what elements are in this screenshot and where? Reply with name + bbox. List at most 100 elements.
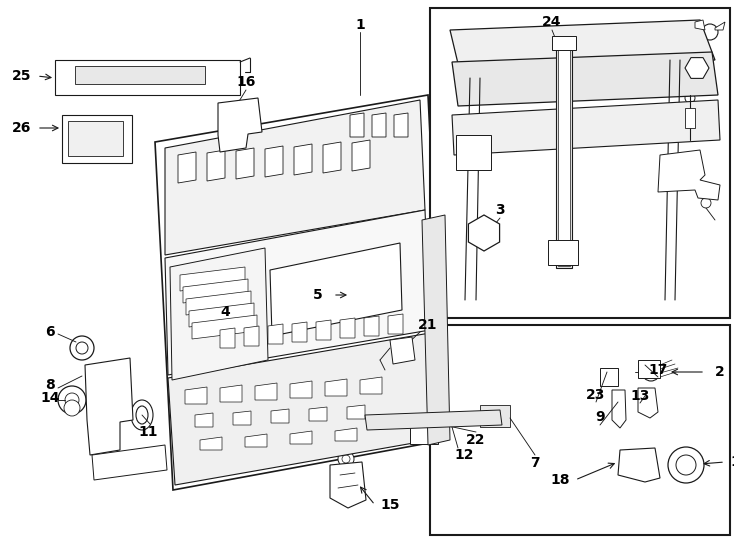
Polygon shape: [218, 98, 262, 152]
Polygon shape: [185, 387, 207, 404]
Circle shape: [702, 24, 718, 40]
Circle shape: [65, 393, 79, 407]
Polygon shape: [388, 314, 403, 334]
Polygon shape: [292, 322, 307, 342]
Polygon shape: [180, 267, 245, 291]
Polygon shape: [236, 148, 254, 179]
Polygon shape: [372, 113, 386, 137]
Circle shape: [297, 277, 333, 313]
Bar: [600, 368, 618, 386]
Polygon shape: [360, 377, 382, 394]
Polygon shape: [316, 320, 331, 340]
Bar: [558, 42, 570, 266]
Polygon shape: [186, 291, 251, 315]
Polygon shape: [390, 337, 415, 364]
Bar: [430, 325, 730, 535]
Polygon shape: [452, 52, 718, 106]
Polygon shape: [290, 381, 312, 398]
Text: 8: 8: [45, 378, 55, 392]
Polygon shape: [340, 318, 355, 338]
Text: 1: 1: [355, 18, 365, 32]
Polygon shape: [183, 279, 248, 303]
Polygon shape: [452, 100, 720, 155]
Bar: [410, 422, 438, 444]
Bar: [556, 40, 572, 268]
Polygon shape: [155, 95, 445, 490]
Text: 23: 23: [586, 388, 606, 402]
Circle shape: [676, 455, 696, 475]
Circle shape: [192, 170, 198, 176]
Bar: [62, 115, 132, 163]
Polygon shape: [450, 20, 715, 72]
Polygon shape: [265, 146, 283, 177]
Circle shape: [642, 363, 660, 381]
Polygon shape: [364, 316, 379, 336]
Polygon shape: [170, 248, 268, 380]
Ellipse shape: [136, 406, 148, 424]
Text: 3: 3: [495, 203, 505, 217]
Polygon shape: [92, 445, 167, 480]
Text: 15: 15: [380, 498, 400, 512]
Polygon shape: [715, 22, 725, 30]
Polygon shape: [394, 113, 408, 137]
Polygon shape: [325, 379, 347, 396]
Text: 2: 2: [715, 365, 725, 379]
Text: 10: 10: [730, 455, 734, 469]
Polygon shape: [220, 328, 235, 348]
Text: 11: 11: [138, 425, 158, 439]
Polygon shape: [168, 333, 442, 485]
Text: 16: 16: [236, 75, 255, 89]
Text: 22: 22: [466, 433, 486, 447]
Polygon shape: [323, 142, 341, 173]
Polygon shape: [658, 150, 720, 200]
Circle shape: [338, 451, 354, 467]
Polygon shape: [233, 411, 251, 425]
Polygon shape: [352, 140, 370, 171]
Polygon shape: [347, 405, 365, 419]
Circle shape: [476, 225, 492, 241]
Text: 7: 7: [530, 456, 539, 470]
Bar: [55, 60, 240, 95]
Polygon shape: [268, 324, 283, 344]
Circle shape: [58, 386, 86, 414]
Polygon shape: [330, 462, 366, 508]
Polygon shape: [612, 390, 626, 428]
Bar: [552, 36, 576, 50]
Bar: [548, 240, 578, 265]
Polygon shape: [335, 428, 357, 441]
Text: 14: 14: [40, 391, 59, 405]
Text: 17: 17: [648, 363, 668, 377]
Polygon shape: [189, 303, 254, 327]
Circle shape: [337, 267, 373, 303]
Circle shape: [345, 275, 365, 295]
Polygon shape: [365, 410, 502, 430]
Text: 18: 18: [550, 473, 570, 487]
Polygon shape: [244, 326, 259, 346]
Polygon shape: [245, 434, 267, 447]
Polygon shape: [165, 210, 430, 375]
Circle shape: [342, 455, 350, 463]
Text: 13: 13: [631, 389, 650, 403]
Polygon shape: [165, 100, 425, 255]
Polygon shape: [685, 58, 709, 78]
Polygon shape: [85, 358, 133, 455]
Text: 21: 21: [418, 318, 437, 332]
Text: 4: 4: [220, 305, 230, 319]
Circle shape: [668, 447, 704, 483]
Text: 25: 25: [12, 69, 32, 83]
Polygon shape: [207, 150, 225, 181]
Bar: [456, 135, 491, 170]
Bar: [430, 8, 730, 318]
Polygon shape: [294, 144, 312, 175]
Ellipse shape: [131, 400, 153, 430]
Polygon shape: [200, 437, 222, 450]
Polygon shape: [350, 113, 364, 137]
Polygon shape: [220, 385, 242, 402]
Polygon shape: [422, 215, 450, 445]
Circle shape: [70, 336, 94, 360]
Polygon shape: [618, 448, 660, 482]
Bar: [68, 121, 123, 156]
Bar: [638, 360, 660, 378]
Polygon shape: [192, 315, 257, 339]
Circle shape: [189, 167, 201, 179]
